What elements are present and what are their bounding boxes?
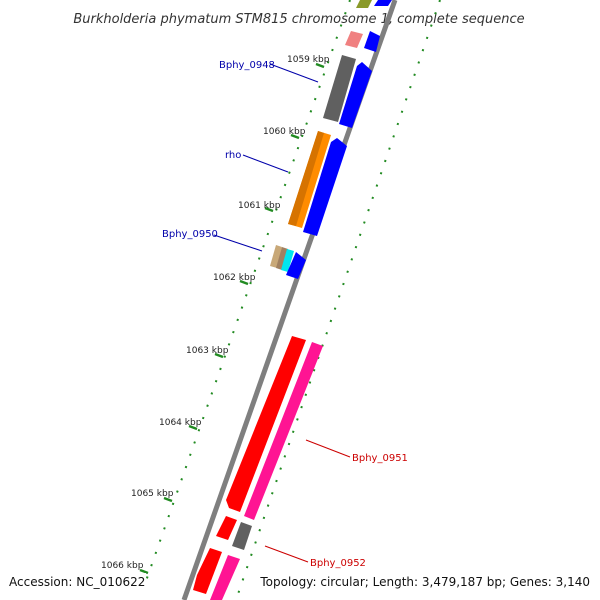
kbp-tick xyxy=(214,352,224,359)
kbp-tick xyxy=(239,279,249,286)
kbp-label: 1066 kbp xyxy=(101,561,144,571)
kbp-tick xyxy=(163,496,173,503)
gene-feature[interactable] xyxy=(276,247,288,270)
footer-bg xyxy=(258,573,594,591)
kbp-label: 1061 kbp xyxy=(238,201,281,211)
kbp-label: 1065 kbp xyxy=(131,489,174,499)
gene-feature[interactable] xyxy=(364,31,380,52)
map-title: Burkholderia phymatum STM815 chromosome … xyxy=(73,12,524,27)
gene-feature[interactable] xyxy=(339,62,372,128)
accession-text: Accession: NC_010622 xyxy=(9,575,145,589)
kbp-tick xyxy=(188,424,198,431)
gene-feature[interactable] xyxy=(303,138,347,236)
gene-feature xyxy=(288,131,324,226)
gene-label-bphy-0951[interactable]: Bphy_0951 xyxy=(352,453,408,464)
gene-feature[interactable] xyxy=(356,0,372,8)
label-leader xyxy=(305,439,351,458)
gene-feature[interactable] xyxy=(323,55,356,122)
kbp-label: 1060 kbp xyxy=(263,127,306,137)
gene-feature[interactable] xyxy=(281,249,294,272)
kbp-label: 1064 kbp xyxy=(159,418,202,428)
kbp-tick xyxy=(290,133,300,140)
kbp-tick xyxy=(264,206,274,213)
kbp-major-ticks xyxy=(139,62,325,575)
kbp-label: 1062 kbp xyxy=(213,273,256,283)
label-leader xyxy=(213,234,263,252)
gene-feature[interactable] xyxy=(193,548,222,594)
gene-label-bphy-0948[interactable]: Bphy_0948 xyxy=(219,60,275,71)
gene-label-bphy-0952[interactable]: Bphy_0952 xyxy=(310,558,366,569)
footer-bg xyxy=(6,573,146,591)
outer-tick-track xyxy=(235,0,441,600)
label-leader xyxy=(242,154,289,173)
kbp-tick xyxy=(139,568,149,575)
gene-feature[interactable] xyxy=(210,555,240,600)
gene-feature[interactable] xyxy=(216,516,237,540)
gene-feature[interactable] xyxy=(232,522,252,550)
gene-feature[interactable] xyxy=(270,245,282,268)
inner-tick-marks xyxy=(139,0,351,599)
gene-label-rho[interactable]: rho xyxy=(225,150,241,161)
gene-feature[interactable] xyxy=(345,31,363,48)
gene-feature[interactable] xyxy=(226,336,306,512)
kbp-label: 1063 kbp xyxy=(186,346,229,356)
kbp-tick xyxy=(315,62,325,69)
gene-feature[interactable] xyxy=(286,252,306,279)
inner-tick-track xyxy=(139,0,351,599)
kbp-label: 1059 kbp xyxy=(287,55,330,65)
topology-text: Topology: circular; Length: 3,479,187 bp… xyxy=(259,575,590,589)
gene-feature[interactable] xyxy=(244,342,323,520)
label-leader xyxy=(264,545,309,563)
label-leader xyxy=(269,63,319,83)
gene-label-bphy-0950[interactable]: Bphy_0950 xyxy=(162,229,218,240)
outer-tick-marks xyxy=(235,0,441,600)
gene-feature[interactable] xyxy=(374,0,392,6)
